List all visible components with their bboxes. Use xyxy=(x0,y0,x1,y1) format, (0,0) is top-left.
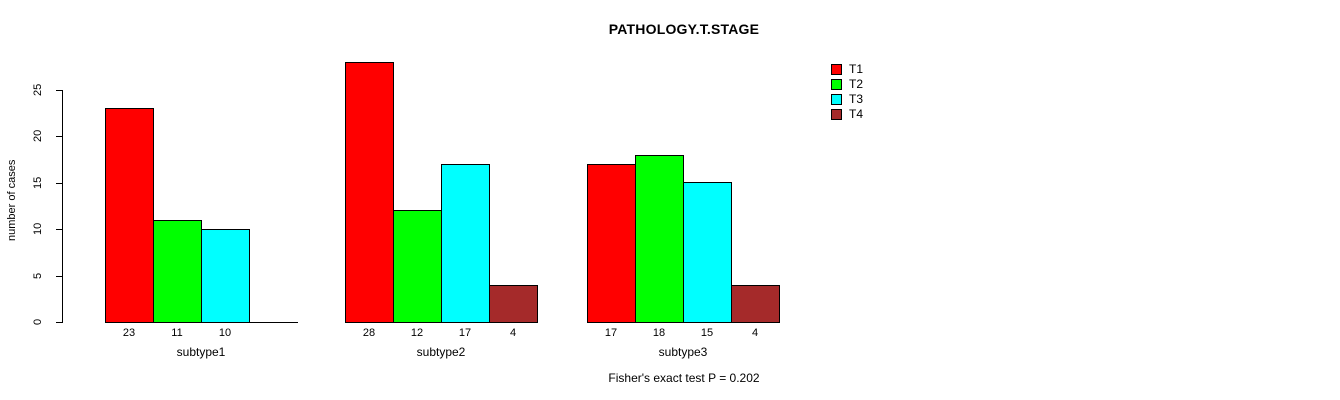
y-tick-label: 10 xyxy=(32,222,44,236)
bar-value-label: 17 xyxy=(458,327,472,339)
legend-swatch-T3 xyxy=(831,94,842,105)
category-label-subtype1: subtype1 xyxy=(176,345,226,359)
bar-value-label: 4 xyxy=(751,327,759,339)
bar-value-label: 18 xyxy=(652,327,666,339)
legend-item-T4: T4 xyxy=(831,107,863,122)
y-axis-tick xyxy=(56,89,62,91)
legend-item-T2: T2 xyxy=(831,77,863,92)
legend-label: T1 xyxy=(849,62,864,76)
y-tick-label: 0 xyxy=(32,318,44,326)
bar-value-label: 10 xyxy=(218,327,232,339)
bar-value-label: 28 xyxy=(362,327,376,339)
bar-subtype1-T1 xyxy=(105,108,154,323)
legend-label: T4 xyxy=(849,107,864,121)
bar-subtype3-T3 xyxy=(683,182,732,323)
bar-subtype2-T1 xyxy=(345,62,394,323)
legend-swatch-T4 xyxy=(831,109,842,120)
bar-subtype1-T3 xyxy=(201,229,250,323)
bar-subtype3-T1 xyxy=(587,164,636,323)
legend-label: T3 xyxy=(849,92,864,106)
stat-test-annotation: Fisher's exact test P = 0.202 xyxy=(608,371,760,385)
y-axis-tick xyxy=(56,322,62,323)
bar-value-label: 23 xyxy=(122,327,136,339)
y-axis-tick xyxy=(56,275,62,277)
bar-value-label: 11 xyxy=(171,327,183,339)
y-axis-tick xyxy=(56,229,62,230)
bar-value-label: 17 xyxy=(604,327,618,339)
y-tick-label: 25 xyxy=(32,83,44,96)
y-axis-line xyxy=(62,89,63,323)
legend: T1 T2 T3 T4 xyxy=(831,62,863,122)
legend-item-T3: T3 xyxy=(831,92,863,107)
y-tick-label: 15 xyxy=(32,176,44,189)
legend-swatch-T1 xyxy=(831,64,842,75)
chart-title: PATHOLOGY.T.STAGE xyxy=(608,21,760,37)
bar-value-label: 12 xyxy=(410,327,424,339)
bar-value-label: 15 xyxy=(700,327,714,339)
bar-subtype2-T2 xyxy=(393,210,442,323)
y-tick-label: 20 xyxy=(32,129,44,143)
y-tick-label: 5 xyxy=(32,272,44,279)
y-axis-tick xyxy=(56,136,62,137)
y-axis-tick xyxy=(56,182,62,184)
bar-subtype2-T3 xyxy=(441,164,490,323)
bar-subtype2-T4 xyxy=(489,285,538,323)
legend-swatch-T2 xyxy=(831,79,842,90)
bar-value-label: 4 xyxy=(509,327,517,339)
y-axis-label: number of cases xyxy=(6,159,18,241)
legend-item-T1: T1 xyxy=(831,62,863,77)
legend-label: T2 xyxy=(849,77,864,91)
bar-subtype3-T2 xyxy=(635,155,684,323)
bar-subtype1-T2 xyxy=(153,220,202,323)
category-label-subtype3: subtype3 xyxy=(658,345,708,359)
category-label-subtype2: subtype2 xyxy=(416,345,466,359)
bar-subtype3-T4 xyxy=(731,285,780,323)
